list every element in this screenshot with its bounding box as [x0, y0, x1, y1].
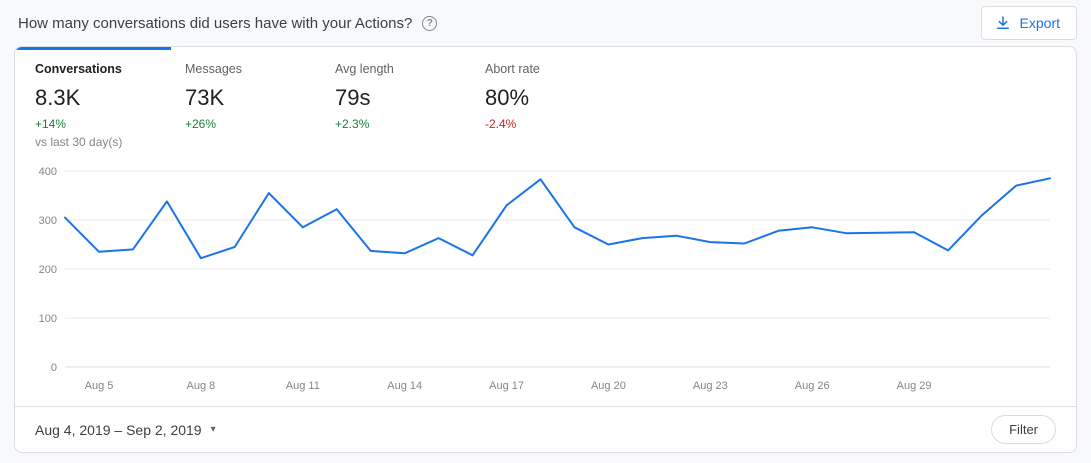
chevron-down-icon: ▾	[210, 423, 216, 435]
metric-label: Conversations	[35, 62, 122, 76]
svg-text:Aug 29: Aug 29	[897, 380, 932, 392]
help-icon[interactable]: ?	[422, 15, 438, 31]
svg-text:Aug 11: Aug 11	[286, 380, 320, 392]
active-tab-indicator	[15, 47, 171, 50]
metric-label: Avg length	[335, 62, 394, 76]
chart-container: 0 100 200 300 400 Aug 5 Aug 8 Aug 11 Aug 14 Aug 1…	[15, 157, 1076, 406]
tab-abort-rate[interactable]: Abort rate 80% -2.4%	[485, 62, 635, 149]
metric-value: 8.3K	[35, 85, 81, 110]
svg-text:Aug 20: Aug 20	[591, 380, 626, 392]
export-button[interactable]: Export	[980, 6, 1077, 40]
metric-delta: +2.3%	[335, 117, 370, 131]
metric-tabs: Conversations 8.3K +14% vs last 30 day(s…	[15, 47, 1076, 157]
metric-comparison-note: vs last 30 day(s)	[35, 135, 123, 149]
page-title: How many conversations did users have wi…	[18, 14, 413, 32]
date-range-label: Aug 4, 2019 – Sep 2, 2019	[35, 421, 202, 438]
header: How many conversations did users have wi…	[0, 0, 1091, 46]
metric-value: 79s	[335, 85, 371, 110]
svg-text:Aug 26: Aug 26	[795, 380, 830, 392]
filter-button[interactable]: Filter	[991, 415, 1056, 444]
title-wrap: How many conversations did users have wi…	[18, 14, 438, 32]
svg-text:Aug 23: Aug 23	[693, 380, 728, 392]
svg-text:0: 0	[51, 362, 57, 374]
download-icon	[996, 16, 1009, 29]
svg-text:Aug 14: Aug 14	[387, 380, 422, 392]
svg-text:Aug 8: Aug 8	[187, 380, 216, 392]
svg-text:100: 100	[39, 313, 57, 325]
metric-delta: +14%	[35, 117, 67, 131]
metric-value: 80%	[485, 85, 530, 110]
svg-text:200: 200	[39, 264, 57, 276]
metric-label: Abort rate	[485, 62, 540, 76]
svg-text:Aug 5: Aug 5	[85, 380, 114, 392]
metric-delta: -2.4%	[485, 117, 517, 131]
tab-avg-length[interactable]: Avg length 79s +2.3%	[335, 62, 485, 149]
tab-messages[interactable]: Messages 73K +26%	[185, 62, 335, 149]
date-range-selector[interactable]: Aug 4, 2019 – Sep 2, 2019 ▾	[35, 422, 216, 438]
tab-conversations[interactable]: Conversations 8.3K +14% vs last 30 day(s…	[35, 62, 185, 149]
conversations-line-chart: 0 100 200 300 400 Aug 5 Aug 8 Aug 11 Aug 14 Aug 1…	[39, 166, 1051, 392]
svg-text:Aug 17: Aug 17	[489, 380, 524, 392]
metric-delta: +26%	[185, 117, 217, 131]
export-label: Export	[1019, 15, 1060, 31]
chart-footer: Aug 4, 2019 – Sep 2, 2019 ▾ Filter	[15, 406, 1076, 452]
metric-label: Messages	[185, 62, 242, 76]
svg-text:400: 400	[39, 166, 57, 178]
metric-value: 73K	[185, 85, 225, 110]
analytics-card: Conversations 8.3K +14% vs last 30 day(s…	[14, 46, 1077, 453]
svg-text:300: 300	[39, 215, 57, 227]
